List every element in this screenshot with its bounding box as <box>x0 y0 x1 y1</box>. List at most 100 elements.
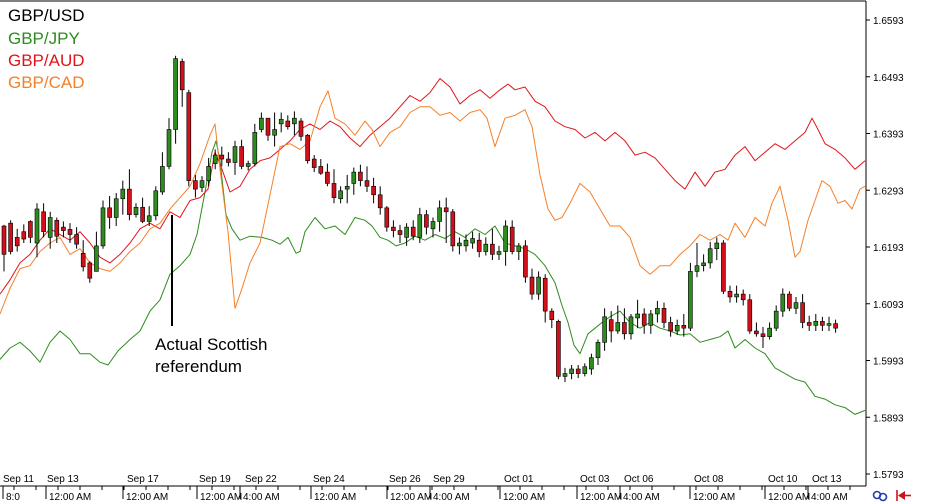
price-tick-label: 1.6193 <box>873 243 904 254</box>
candle <box>384 206 390 232</box>
candle <box>536 271 541 300</box>
candle <box>344 174 350 204</box>
time-label: 12:00 AM <box>200 492 242 503</box>
time-label: 12:00 AM <box>503 492 545 503</box>
candle <box>140 197 145 224</box>
candle <box>490 228 495 261</box>
legend-gbp-usd: GBP/USD <box>8 6 85 25</box>
gbp-cad-line <box>0 90 866 315</box>
date-label: Sep 24 <box>313 474 345 485</box>
candle <box>523 240 528 283</box>
candle <box>437 200 442 232</box>
time-label: 12:00 AM <box>126 492 168 503</box>
candle <box>292 111 297 136</box>
candle <box>754 322 759 337</box>
candle <box>245 160 251 171</box>
candle <box>298 118 304 141</box>
candle <box>133 203 139 218</box>
candle <box>364 166 370 192</box>
time-label: 12:00 AM <box>580 492 622 503</box>
candle <box>602 308 607 351</box>
candle <box>305 134 310 164</box>
time-label: 8:0 <box>6 492 20 503</box>
candle <box>615 305 621 334</box>
candle <box>107 195 112 229</box>
annotation-line-2: referendum <box>155 357 242 376</box>
candle <box>377 186 383 215</box>
candle <box>153 186 159 221</box>
date-label: Oct 01 <box>504 474 534 485</box>
candle <box>589 353 594 375</box>
candle <box>556 319 561 380</box>
date-label: Oct 08 <box>694 474 724 485</box>
candle <box>67 223 73 244</box>
candle <box>265 117 271 141</box>
time-label: 12:00 AM <box>49 492 91 503</box>
candle <box>74 227 79 249</box>
date-label: Sep 11 <box>3 474 34 485</box>
candle <box>773 305 779 331</box>
candle <box>120 180 126 215</box>
candlesticks <box>1 55 838 383</box>
candle <box>160 152 165 195</box>
time-label: 12:00 AM <box>390 492 432 503</box>
candle <box>127 169 132 221</box>
candle <box>470 231 475 249</box>
candle <box>509 220 515 255</box>
auto-scroll-icon[interactable] <box>872 490 888 502</box>
candle <box>100 200 106 249</box>
time-label: 4:00 AM <box>433 492 470 503</box>
legend-gbp-aud: GBP/AUD <box>8 51 85 70</box>
candle <box>516 243 522 261</box>
candle <box>496 245 502 261</box>
candle <box>358 164 363 187</box>
candle <box>503 220 508 266</box>
candle <box>179 58 185 107</box>
candle <box>21 224 27 244</box>
legend-gbp-jpy: GBP/JPY <box>8 29 80 48</box>
candle <box>595 339 601 366</box>
time-label: 12:00 AM <box>768 492 810 503</box>
date-label: Sep 29 <box>433 474 465 485</box>
candle <box>325 163 330 187</box>
candle <box>371 177 376 204</box>
price-tick-label: 1.5993 <box>873 357 904 368</box>
candle <box>239 139 244 170</box>
price-tick-label: 1.6393 <box>873 130 904 141</box>
candle <box>206 157 211 187</box>
candle <box>549 308 555 329</box>
candle <box>94 231 99 272</box>
chart-shift-icon[interactable] <box>896 490 911 501</box>
candle <box>681 313 687 337</box>
candle <box>661 302 667 329</box>
candle <box>113 193 119 227</box>
candle <box>457 237 462 255</box>
candle <box>232 140 238 175</box>
candle <box>747 294 753 334</box>
candle <box>173 55 178 144</box>
price-tick-label: 1.6293 <box>873 186 904 197</box>
price-axis: 1.6593 1.6493 1.6393 1.6293 1.6193 1.6093 1.59… <box>866 16 904 481</box>
legend: GBP/USD GBP/JPY GBP/AUD GBP/CAD <box>8 6 85 92</box>
candle <box>259 112 264 133</box>
date-label: Sep 22 <box>245 474 277 485</box>
candle <box>226 152 231 167</box>
date-label: Sep 26 <box>389 474 421 485</box>
candle <box>252 123 258 167</box>
candle <box>575 365 581 379</box>
price-tick-label: 1.5893 <box>873 413 904 424</box>
candle <box>404 223 409 246</box>
price-tick-label: 1.6493 <box>873 73 904 84</box>
date-label: Oct 03 <box>580 474 610 485</box>
candle <box>199 176 205 192</box>
candle <box>826 316 832 331</box>
candle <box>311 155 317 173</box>
referendum-annotation: Actual Scottish referendum <box>155 215 267 376</box>
candle <box>721 240 726 295</box>
candle <box>813 313 819 331</box>
candle <box>767 322 772 340</box>
candle <box>28 220 33 244</box>
price-tick-label: 1.6593 <box>873 16 904 27</box>
